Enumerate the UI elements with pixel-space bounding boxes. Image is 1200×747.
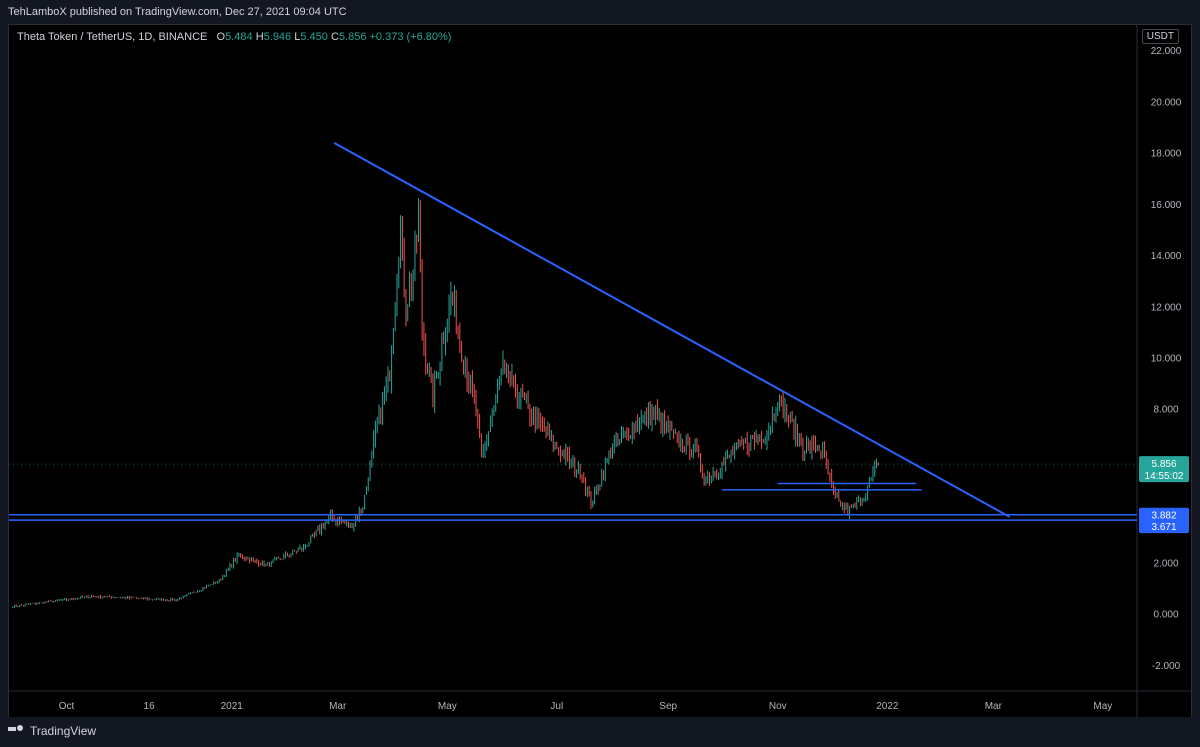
open-value: 5.484 <box>225 31 253 43</box>
price-tick-label: -2.000 <box>1152 661 1181 672</box>
bottom-bar: TradingView <box>0 717 1200 747</box>
support-upper-label <box>1139 507 1189 522</box>
close-value: 5.856 <box>338 31 367 43</box>
high-value: 5.946 <box>263 31 292 43</box>
tradingview-logo[interactable]: TradingView <box>8 724 96 738</box>
symbol-legend: Theta Token / TetherUS, 1D, BINANCE O5.4… <box>17 31 451 43</box>
time-tick-label: Nov <box>769 701 787 712</box>
price-chart[interactable]: -2.0000.0002.0004.0006.0008.00010.00012.… <box>9 25 1192 718</box>
low-label: L <box>294 31 301 43</box>
top-bar: TehLamboX published on TradingView.com, … <box>0 0 1200 24</box>
currency-badge[interactable]: USDT <box>1141 29 1179 44</box>
tradingview-logo-icon <box>8 725 24 737</box>
close-label: C <box>330 31 339 43</box>
high-label: H <box>255 31 264 43</box>
current-price-label <box>1139 456 1189 483</box>
time-tick-label: Oct <box>59 701 75 712</box>
time-tick-label: 2021 <box>221 701 244 712</box>
price-tick-label: 16.000 <box>1151 200 1182 211</box>
price-tick-label: 10.000 <box>1151 354 1182 365</box>
price-tick-label: 18.000 <box>1151 149 1182 160</box>
time-tick-label: 16 <box>144 701 156 712</box>
time-tick-label: Sep <box>659 701 677 712</box>
time-tick-label: 2022 <box>876 701 899 712</box>
price-tick-label: 2.000 <box>1153 558 1178 569</box>
low-value: 5.450 <box>300 31 328 43</box>
change-value: +0.373 (+6.80%) <box>369 31 452 43</box>
time-tick-label: Mar <box>985 701 1003 712</box>
price-tick-label: 14.000 <box>1151 251 1182 262</box>
chart-pane[interactable]: -2.0000.0002.0004.0006.0008.00010.00012.… <box>8 24 1192 718</box>
time-tick-label: Jul <box>550 701 563 712</box>
price-tick-label: 0.000 <box>1153 610 1178 621</box>
descending-trendline <box>333 141 1010 518</box>
candles <box>12 198 879 609</box>
current-price-label-text: 14:55:02 <box>1145 471 1184 482</box>
time-tick-label: May <box>438 701 457 712</box>
price-tick-label: 22.000 <box>1151 46 1182 57</box>
price-tick-label: 20.000 <box>1151 97 1182 108</box>
current-price-label-text: 5.856 <box>1151 459 1176 470</box>
brand-name: TradingView <box>30 724 97 738</box>
support-lower-label-text: 3.671 <box>1151 522 1176 533</box>
time-tick-label: Mar <box>329 701 347 712</box>
symbol-name: Theta Token / TetherUS, 1D, BINANCE <box>17 31 208 43</box>
support-lower-label <box>1139 519 1189 534</box>
open-label: O <box>216 31 226 43</box>
time-tick-label: May <box>1093 701 1112 712</box>
support-upper-label-text: 3.882 <box>1151 511 1176 522</box>
price-tick-label: 12.000 <box>1151 302 1182 313</box>
price-tick-label: 8.000 <box>1153 405 1178 416</box>
publish-info: TehLamboX published on TradingView.com, … <box>8 6 347 18</box>
